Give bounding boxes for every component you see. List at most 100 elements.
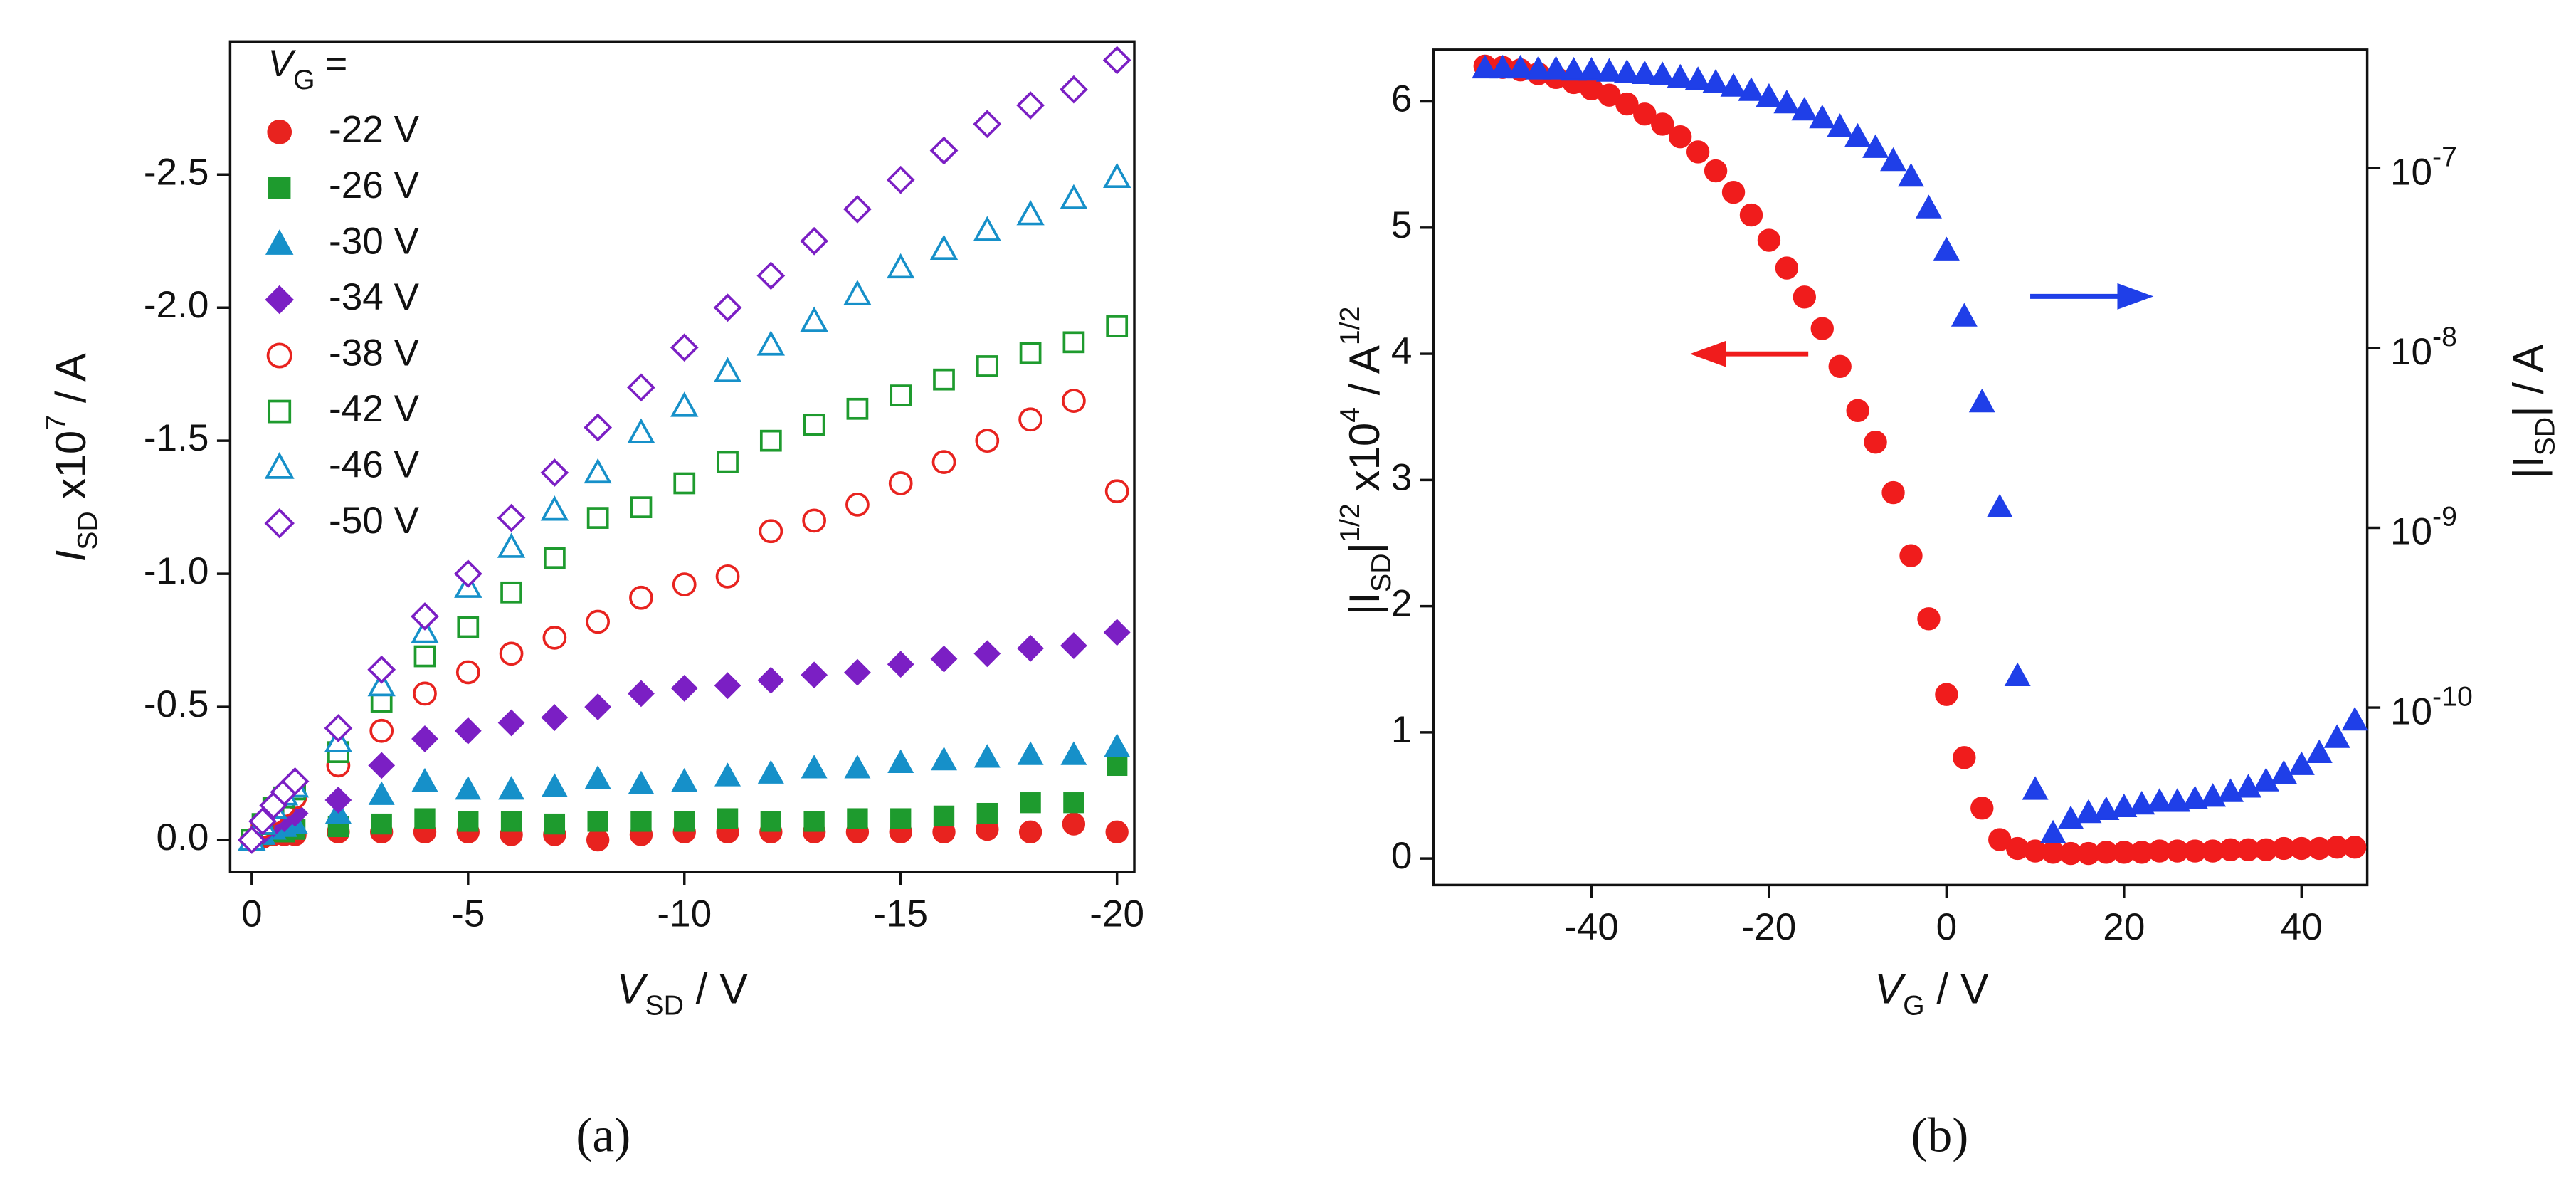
marker xyxy=(1986,493,2013,518)
marker xyxy=(2182,785,2209,809)
marker xyxy=(2057,805,2084,829)
marker xyxy=(929,136,959,165)
marker xyxy=(1933,236,1960,261)
label-part: V xyxy=(616,964,648,1012)
tick-label: -2.0 xyxy=(144,284,209,326)
marker xyxy=(1472,54,1499,79)
marker xyxy=(1060,741,1087,765)
marker xyxy=(628,770,655,794)
marker xyxy=(586,828,610,852)
marker xyxy=(627,418,655,444)
marker xyxy=(1686,140,1710,164)
marker xyxy=(760,811,782,832)
marker xyxy=(1019,342,1042,364)
marker xyxy=(1020,792,1041,814)
marker xyxy=(1060,632,1087,659)
marker xyxy=(844,755,871,779)
marker xyxy=(1775,256,1799,280)
marker xyxy=(2039,819,2066,843)
tick-label: 3 xyxy=(1391,456,1413,498)
marker xyxy=(499,641,524,666)
marker xyxy=(1105,820,1129,843)
tick-label: 10-8 xyxy=(2390,321,2457,373)
marker xyxy=(628,680,655,708)
marker xyxy=(458,811,479,832)
marker xyxy=(544,813,566,835)
marker xyxy=(846,397,869,420)
label-part: 4 xyxy=(1334,407,1366,423)
y2-axis-label: |ISD| / A xyxy=(2504,344,2561,478)
marker xyxy=(1017,741,1044,765)
legend-marker xyxy=(264,452,295,479)
marker xyxy=(930,645,958,673)
tick-label: 10-9 xyxy=(2390,501,2457,553)
marker xyxy=(411,725,438,752)
tick-label: 1 xyxy=(1391,709,1413,751)
tick-label: -0.5 xyxy=(144,683,209,725)
marker xyxy=(1864,430,1887,454)
legend-marker xyxy=(265,229,294,255)
tick-label: 6 xyxy=(1391,78,1413,120)
legend-label: -50 V xyxy=(329,500,420,542)
label-part: |I xyxy=(1341,592,1388,615)
marker xyxy=(2306,739,2333,764)
tick-label: 4 xyxy=(1391,330,1413,372)
marker xyxy=(1757,228,1781,252)
marker xyxy=(759,429,782,452)
marker xyxy=(976,355,998,377)
marker xyxy=(1720,73,1747,97)
marker xyxy=(1935,683,1958,706)
marker xyxy=(541,704,569,731)
marker xyxy=(627,373,655,402)
marker xyxy=(1827,113,1854,137)
marker xyxy=(1062,812,1086,836)
label-part: = xyxy=(315,43,348,85)
marker xyxy=(717,808,739,829)
tick-label: -40 xyxy=(1564,906,1619,948)
panel-label: (a) xyxy=(576,1107,630,1162)
marker xyxy=(497,532,526,558)
marker xyxy=(497,503,526,532)
label-part: SD xyxy=(72,511,103,550)
marker xyxy=(2075,799,2102,824)
marker xyxy=(584,765,611,789)
tick-label: -20 xyxy=(1742,906,1797,948)
marker xyxy=(1016,200,1045,226)
label-part: / A xyxy=(1341,345,1388,407)
marker xyxy=(803,811,825,832)
marker xyxy=(1613,59,1640,83)
label-part: 1/2 xyxy=(1334,503,1366,542)
marker xyxy=(933,805,955,827)
marker xyxy=(2343,836,2367,859)
marker xyxy=(455,776,482,800)
label-part: / V xyxy=(684,964,748,1012)
label-part: -10 xyxy=(2432,681,2473,713)
plot-frame xyxy=(228,40,1136,873)
label-part: / V xyxy=(1925,964,1989,1012)
legend-title: VG = xyxy=(268,43,348,95)
marker xyxy=(542,626,567,650)
label-part: x10 xyxy=(47,431,95,512)
marker xyxy=(500,581,522,604)
marker xyxy=(1667,63,1694,88)
marker xyxy=(413,681,437,706)
marker xyxy=(976,802,998,824)
marker xyxy=(672,572,697,596)
marker xyxy=(890,384,912,406)
marker xyxy=(1651,112,1674,136)
label-part: G xyxy=(293,64,315,95)
marker xyxy=(973,216,1001,241)
marker xyxy=(1846,399,1869,423)
marker xyxy=(541,773,568,797)
marker xyxy=(455,660,480,685)
marker xyxy=(1525,56,1552,80)
marker xyxy=(670,333,699,362)
marker xyxy=(1899,544,1923,567)
marker xyxy=(369,718,394,743)
marker xyxy=(802,508,826,533)
marker xyxy=(540,495,569,521)
tick-label: 5 xyxy=(1391,204,1413,246)
marker xyxy=(933,368,955,391)
marker xyxy=(1898,162,1924,187)
